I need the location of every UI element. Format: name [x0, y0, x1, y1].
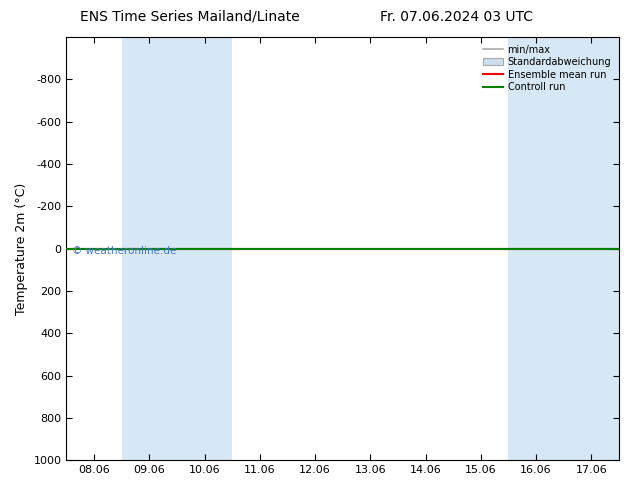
Y-axis label: Temperature 2m (°C): Temperature 2m (°C) [15, 182, 28, 315]
Bar [508, 37, 619, 460]
Bar [122, 37, 177, 460]
Text: © weatheronline.de: © weatheronline.de [72, 246, 176, 256]
Text: Fr. 07.06.2024 03 UTC: Fr. 07.06.2024 03 UTC [380, 10, 533, 24]
Bar [177, 37, 232, 460]
Text: ENS Time Series Mailand/Linate: ENS Time Series Mailand/Linate [81, 10, 300, 24]
Legend: min/max, Standardabweichung, Ensemble mean run, Controll run: min/max, Standardabweichung, Ensemble me… [479, 41, 615, 96]
